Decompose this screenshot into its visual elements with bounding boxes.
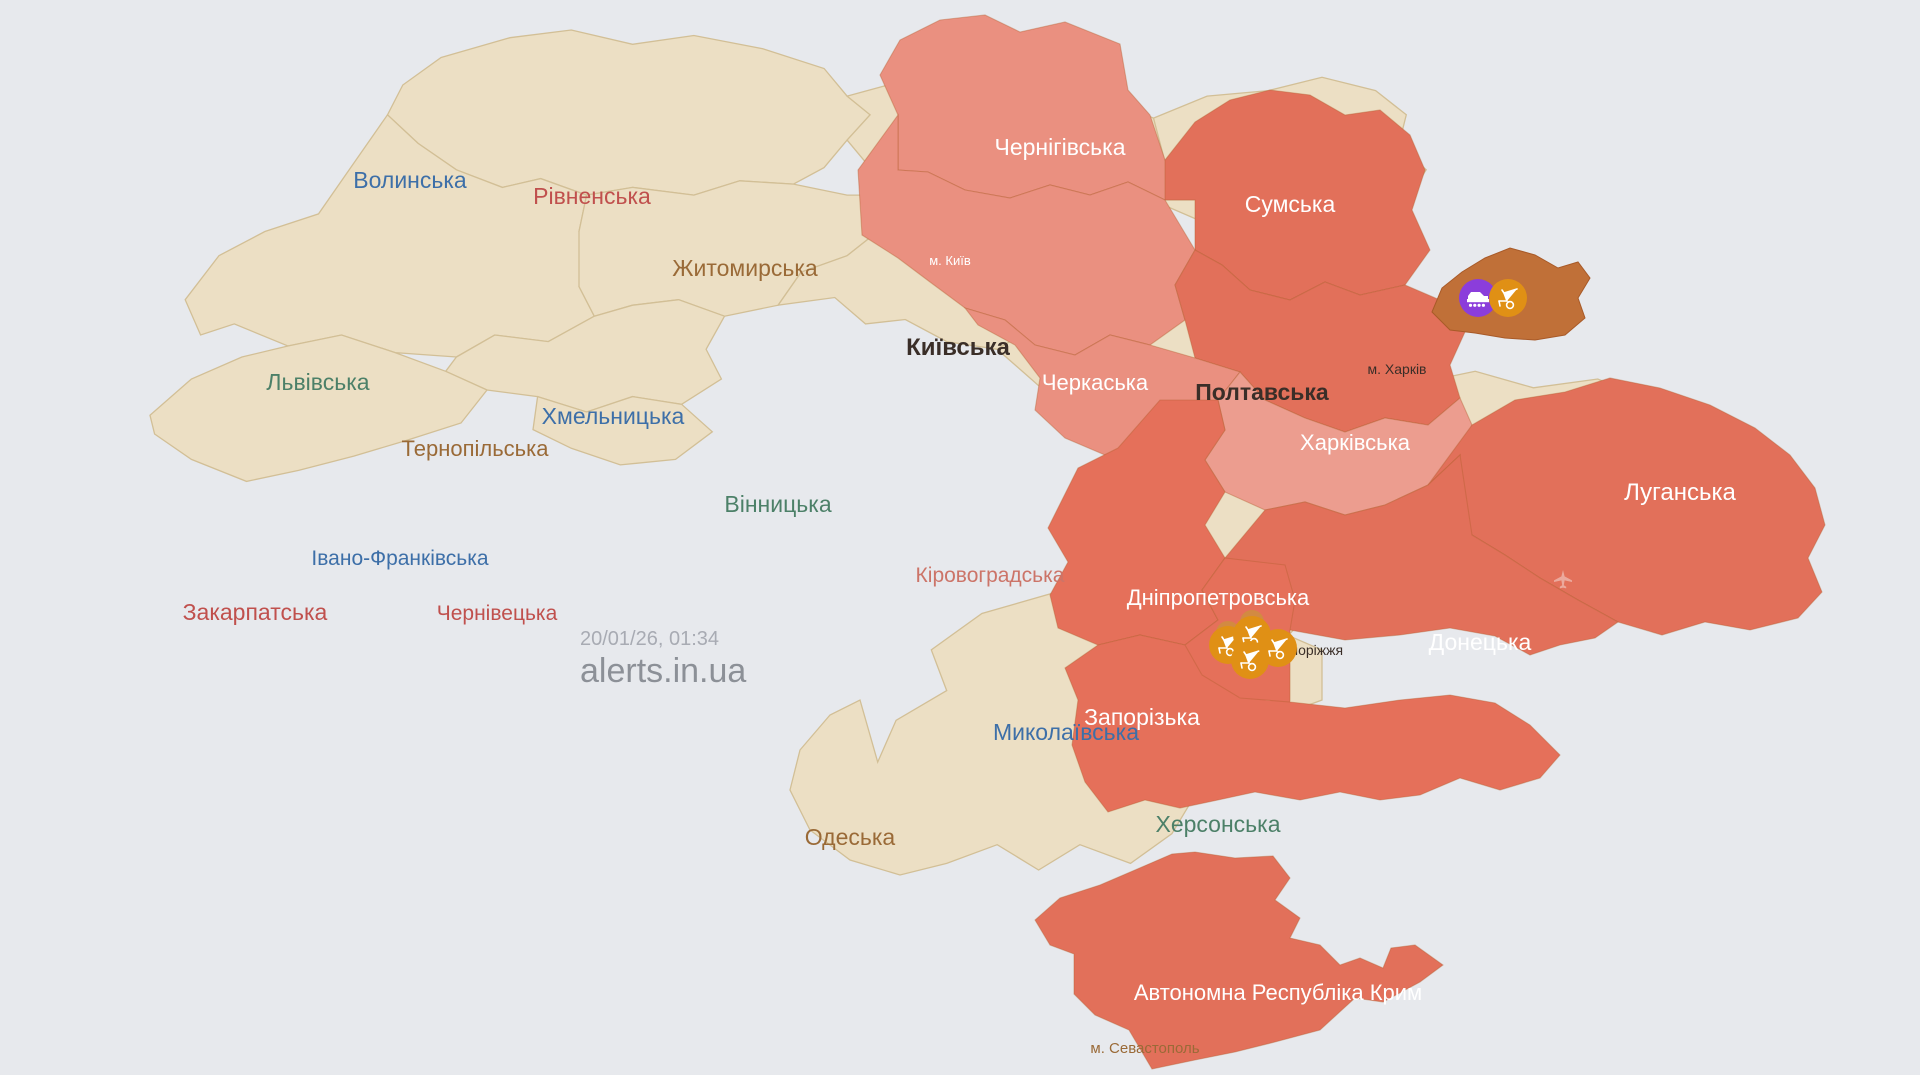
svg-text:Кіровоградська: Кіровоградська [916,564,1065,587]
svg-text:Волинська: Волинська [353,167,467,193]
svg-text:Тернопільська: Тернопільська [402,436,550,461]
svg-text:Запорізька: Запорізька [1084,704,1200,730]
svg-text:Полтавська: Полтавська [1195,379,1329,405]
svg-text:Рівненська: Рівненська [533,183,651,209]
svg-text:Луганська: Луганська [1624,479,1736,506]
svg-text:20/01/26, 01:34: 20/01/26, 01:34 [580,628,719,650]
svg-text:Вінницька: Вінницька [724,491,831,517]
svg-text:Донецька: Донецька [1429,629,1532,655]
svg-text:Закарпатська: Закарпатська [183,599,328,625]
svg-text:Сумська: Сумська [1245,191,1336,217]
svg-text:Одеська: Одеська [805,824,896,850]
svg-text:м. Харків: м. Харків [1368,361,1427,377]
svg-text:Київська: Київська [906,334,1010,361]
svg-text:Автономна Республіка Крим: Автономна Республіка Крим [1134,980,1422,1005]
svg-text:Хмельницька: Хмельницька [542,403,685,429]
svg-text:м. Севастополь: м. Севастополь [1090,1040,1199,1057]
svg-text:Чернівецька: Чернівецька [437,602,558,625]
svg-text:Черкаська: Черкаська [1042,370,1149,395]
svg-text:Чернігівська: Чернігівська [994,134,1125,160]
svg-text:alerts.in.ua: alerts.in.ua [580,652,746,690]
svg-text:Житомирська: Житомирська [672,255,818,281]
svg-text:м. Київ: м. Київ [929,253,971,268]
svg-text:Львівська: Львівська [266,369,369,395]
svg-text:Дніпропетровська: Дніпропетровська [1127,585,1310,610]
svg-text:Івано-Франківська: Івано-Франківська [311,547,488,570]
svg-text:Херсонська: Херсонська [1155,811,1280,837]
svg-text:Харківська: Харківська [1300,430,1411,455]
